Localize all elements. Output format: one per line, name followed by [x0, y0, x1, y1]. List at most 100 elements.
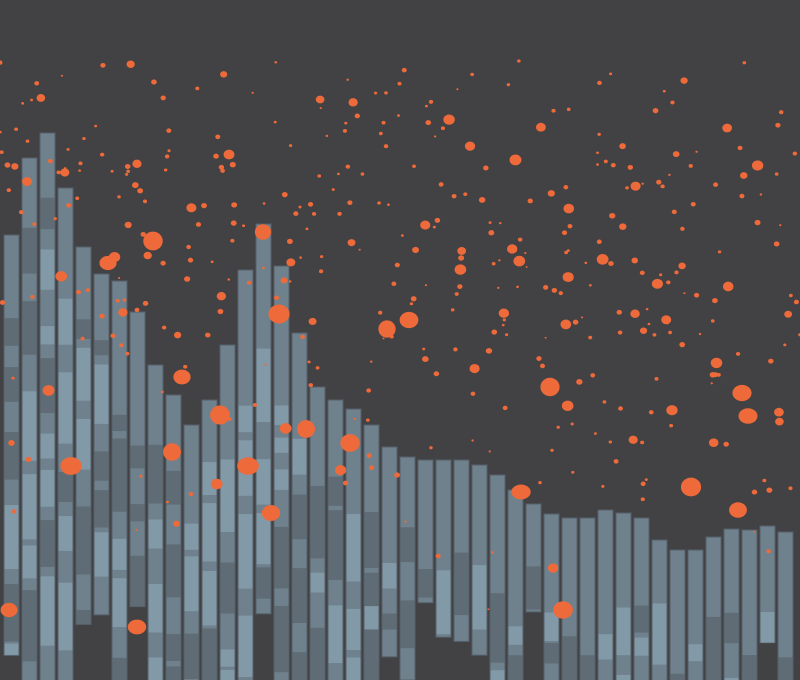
dot	[195, 86, 200, 91]
dot	[215, 134, 221, 140]
bar	[219, 344, 236, 680]
bar-band	[742, 655, 757, 680]
bar-band	[364, 629, 379, 680]
dot	[483, 165, 489, 171]
bar-band	[94, 451, 109, 481]
dot	[596, 239, 602, 245]
dot	[76, 289, 81, 295]
dot	[490, 551, 495, 554]
dot	[186, 203, 197, 213]
bar-band	[220, 669, 235, 680]
dot	[99, 313, 105, 319]
dot	[391, 281, 397, 286]
bar	[705, 536, 722, 680]
dot	[11, 163, 19, 170]
dot	[80, 336, 85, 341]
bar-band	[58, 582, 73, 651]
dot	[127, 619, 147, 635]
bar-band	[256, 348, 271, 423]
dot	[342, 480, 349, 486]
bar-band	[184, 556, 199, 612]
bar-band	[562, 636, 577, 680]
bar	[507, 489, 524, 680]
dot	[382, 337, 385, 340]
dot	[394, 472, 400, 478]
dot	[163, 443, 181, 461]
dot	[21, 102, 25, 105]
dot	[229, 161, 236, 168]
dot	[384, 91, 388, 95]
dot	[630, 181, 641, 191]
dot	[183, 364, 188, 369]
dot	[319, 107, 322, 110]
dot	[618, 406, 623, 411]
dot	[400, 234, 404, 237]
dot	[752, 530, 755, 533]
dot	[273, 120, 277, 124]
dot	[134, 307, 140, 313]
dot	[25, 456, 32, 462]
dot	[47, 158, 53, 164]
dot	[535, 122, 546, 132]
dot	[625, 186, 629, 190]
bar	[165, 394, 182, 680]
bar-band	[400, 600, 415, 649]
bar-band	[688, 644, 703, 662]
bar	[741, 529, 758, 680]
dot	[679, 342, 686, 348]
dot	[708, 438, 719, 448]
bar-band	[166, 544, 181, 598]
dot	[561, 230, 568, 236]
dot	[775, 122, 781, 128]
bar-band	[166, 634, 181, 662]
bar-band	[112, 414, 127, 432]
dot	[550, 448, 554, 452]
bar-band	[670, 673, 685, 680]
dot	[308, 383, 314, 388]
dot	[268, 304, 290, 324]
dot	[560, 319, 572, 330]
dot	[680, 477, 702, 497]
dot	[662, 89, 666, 93]
dot	[732, 384, 752, 402]
dot	[305, 227, 309, 231]
dot	[53, 217, 57, 221]
bar	[759, 525, 776, 644]
dot	[491, 329, 498, 335]
dot	[722, 281, 734, 292]
dot	[246, 280, 252, 285]
dot	[216, 291, 227, 301]
bar-band	[310, 485, 325, 559]
bar-band	[76, 418, 91, 470]
bar-band	[328, 476, 343, 506]
dot	[261, 504, 281, 522]
dot	[674, 270, 679, 275]
bar-band	[94, 490, 109, 528]
dot	[261, 266, 265, 270]
dot	[751, 160, 764, 171]
bar	[75, 246, 92, 625]
dot	[161, 325, 167, 330]
bar	[21, 157, 38, 680]
bar-band	[166, 666, 181, 680]
bar-band	[202, 628, 217, 680]
bar	[669, 549, 686, 680]
dot	[639, 270, 645, 276]
bar	[39, 132, 56, 680]
dot	[160, 390, 164, 394]
dot	[213, 153, 219, 159]
bar-band	[598, 634, 613, 660]
dot	[365, 418, 370, 422]
dot	[21, 177, 32, 187]
dot	[783, 343, 787, 347]
dot	[668, 330, 673, 335]
dot	[66, 203, 72, 208]
bar-band	[382, 562, 397, 589]
dot	[274, 295, 280, 301]
dot	[4, 162, 11, 168]
dot	[513, 255, 526, 267]
dot	[412, 246, 420, 254]
dot	[254, 224, 272, 240]
dot	[288, 280, 292, 283]
dot	[85, 288, 91, 293]
